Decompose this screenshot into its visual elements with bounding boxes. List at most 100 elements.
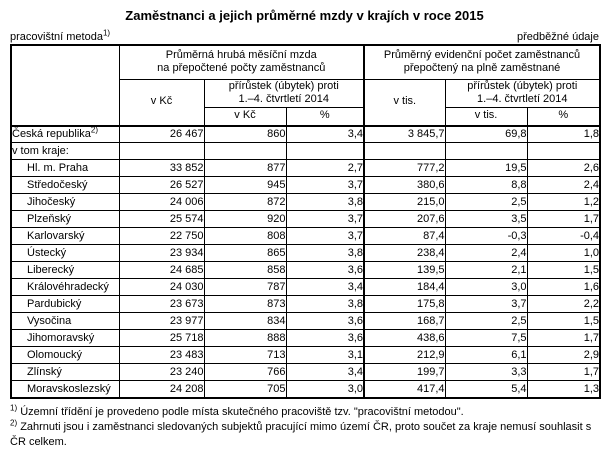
value-cell: 23 673 bbox=[118, 295, 205, 313]
value-cell: 3,6 bbox=[285, 261, 365, 279]
method-note-text: pracovištní metoda bbox=[10, 31, 103, 43]
region-name-cell: Plzeňský bbox=[10, 210, 120, 228]
col-header-employees-increment-line2: 1.–4. čtvrtletí 2014 bbox=[477, 93, 568, 106]
value-cell: 3,8 bbox=[285, 295, 365, 313]
value-cell: 87,4 bbox=[363, 227, 446, 245]
region-name-cell: Karlovarský bbox=[10, 227, 120, 245]
value-cell: 872 bbox=[203, 193, 287, 211]
table-row: Zlínský 23 240 766 3,4 199,7 3,3 1,7 bbox=[10, 363, 601, 381]
page-title: Zaměstnanci a jejich průměrné mzdy v kra… bbox=[125, 8, 484, 23]
value-cell: 417,4 bbox=[363, 380, 446, 398]
value-cell: 26 467 bbox=[118, 124, 205, 143]
meta-row: pracovištní metoda1) předběžné údaje bbox=[10, 29, 599, 43]
value-cell: 2,1 bbox=[444, 261, 528, 279]
value-cell: 215,0 bbox=[363, 193, 446, 211]
region-label: Česká republika bbox=[12, 128, 91, 141]
value-cell: 175,8 bbox=[363, 295, 446, 313]
value-cell: 1,8 bbox=[526, 124, 601, 143]
value-cell: 3,4 bbox=[285, 363, 365, 381]
value-cell: 945 bbox=[203, 176, 287, 194]
value-cell: 184,4 bbox=[363, 278, 446, 296]
col-header-employees-increment-pct: % bbox=[526, 107, 601, 127]
value-cell: 199,7 bbox=[363, 363, 446, 381]
region-label: Liberecký bbox=[27, 264, 75, 276]
region-label: v tom kraje: bbox=[12, 145, 69, 157]
value-cell: 865 bbox=[203, 244, 287, 262]
value-cell: 2,9 bbox=[526, 346, 601, 364]
value-cell: 3,0 bbox=[444, 278, 528, 296]
value-cell: 23 934 bbox=[118, 244, 205, 262]
value-cell: 24 685 bbox=[118, 261, 205, 279]
value-cell: 1,7 bbox=[526, 210, 601, 228]
value-cell: 3,5 bbox=[444, 210, 528, 228]
table-row: Vysočina 23 977 834 3,6 168,7 2,5 1,5 bbox=[10, 312, 601, 330]
value-cell: 1,6 bbox=[526, 278, 601, 296]
footnote-marker: 2) bbox=[90, 125, 98, 135]
group-header-wages-line1: Průměrná hrubá měsíční mzda bbox=[165, 48, 317, 61]
region-label: Moravskoslezský bbox=[27, 382, 111, 395]
value-cell: 705 bbox=[203, 380, 287, 398]
value-cell: 1,5 bbox=[526, 312, 601, 330]
table-row: Hl. m. Praha 33 852 877 2,7 777,2 19,5 2,6 bbox=[10, 159, 601, 177]
value-cell: 3,7 bbox=[285, 210, 365, 228]
value-cell: 3,6 bbox=[285, 329, 365, 347]
value-cell: 1,0 bbox=[526, 244, 601, 262]
table-row: Karlovarský 22 750 808 3,7 87,4 -0,3 -0,4 bbox=[10, 227, 601, 245]
value-cell: 26 527 bbox=[118, 176, 205, 194]
table-row: Česká republika2) 26 467 860 3,4 3 845,7 69,8… bbox=[10, 124, 601, 143]
table-row: v tom kraje: bbox=[10, 142, 601, 160]
table-row: Královéhradecký 24 030 787 3,4 184,4 3,0 1,6 bbox=[10, 278, 601, 296]
value-cell: 877 bbox=[203, 159, 287, 177]
table-row: Středočeský 26 527 945 3,7 380,6 8,8 2,4 bbox=[10, 176, 601, 194]
value-cell: 3,6 bbox=[285, 312, 365, 330]
col-header-wage-increment: přírůstek (úbytek) proti 1.–4. čtvrtletí… bbox=[203, 78, 365, 108]
region-name-cell: Pardubický bbox=[10, 295, 120, 313]
value-cell: 3 845,7 bbox=[363, 124, 446, 143]
value-cell: 168,7 bbox=[363, 312, 446, 330]
region-name-cell: Česká republika2) bbox=[10, 124, 120, 143]
region-label: Plzeňský bbox=[27, 213, 72, 225]
value-cell: 139,5 bbox=[363, 261, 446, 279]
value-cell: 3,8 bbox=[285, 244, 365, 262]
footnote-1-text: Územní třídění je provedeno podle místa … bbox=[20, 405, 464, 418]
region-name-cell: Moravskoslezský bbox=[10, 380, 120, 398]
table-body: Česká republika2) 26 467 860 3,4 3 845,7 69,8… bbox=[10, 124, 601, 398]
region-name-cell: Královéhradecký bbox=[10, 278, 120, 296]
value-cell: 808 bbox=[203, 227, 287, 245]
value-cell: 3,1 bbox=[285, 346, 365, 364]
value-cell: 25 718 bbox=[118, 329, 205, 347]
value-cell: 3,7 bbox=[444, 295, 528, 313]
value-cell: 3,7 bbox=[285, 227, 365, 245]
value-cell: 3,4 bbox=[285, 278, 365, 296]
value-cell: 713 bbox=[203, 346, 287, 364]
value-cell bbox=[363, 142, 446, 160]
region-name-cell: Zlínský bbox=[10, 363, 120, 381]
footnote-2-text: Zahrnuti jsou i zaměstnanci sledovaných … bbox=[10, 420, 592, 448]
value-cell: 920 bbox=[203, 210, 287, 228]
group-header-employees-line1: Průměrný evidenční počet zaměstnanců bbox=[383, 48, 581, 61]
region-name-cell: Olomoucký bbox=[10, 346, 120, 364]
col-header-wage-increment-pct: % bbox=[285, 107, 365, 127]
group-header-wages: Průměrná hrubá měsíční mzda na přepočten… bbox=[118, 44, 365, 80]
value-cell: 23 240 bbox=[118, 363, 205, 381]
region-name-cell: v tom kraje: bbox=[10, 142, 120, 160]
footnote-2: 2) Zahrnuti jsou i zaměstnanci sledovaný… bbox=[10, 418, 599, 450]
value-cell: 2,4 bbox=[444, 244, 528, 262]
region-label: Středočeský bbox=[27, 179, 88, 191]
value-cell: 24 208 bbox=[118, 380, 205, 398]
corner-cell bbox=[10, 44, 120, 127]
value-cell: 3,4 bbox=[285, 124, 365, 143]
region-label: Vysočina bbox=[27, 315, 72, 327]
value-cell bbox=[444, 142, 528, 160]
region-name-cell: Liberecký bbox=[10, 261, 120, 279]
table-row: Jihočeský 24 006 872 3,8 215,0 2,5 1,2 bbox=[10, 193, 601, 211]
region-name-cell: Vysočina bbox=[10, 312, 120, 330]
value-cell: 860 bbox=[203, 124, 287, 143]
value-cell bbox=[285, 142, 365, 160]
group-header-employees-line2: přepočtený na plně zaměstnané bbox=[403, 62, 561, 75]
value-cell: 212,9 bbox=[363, 346, 446, 364]
value-cell: 438,6 bbox=[363, 329, 446, 347]
value-cell: 238,4 bbox=[363, 244, 446, 262]
value-cell: 3,7 bbox=[285, 176, 365, 194]
table-row: Plzeňský 25 574 920 3,7 207,6 3,5 1,7 bbox=[10, 210, 601, 228]
